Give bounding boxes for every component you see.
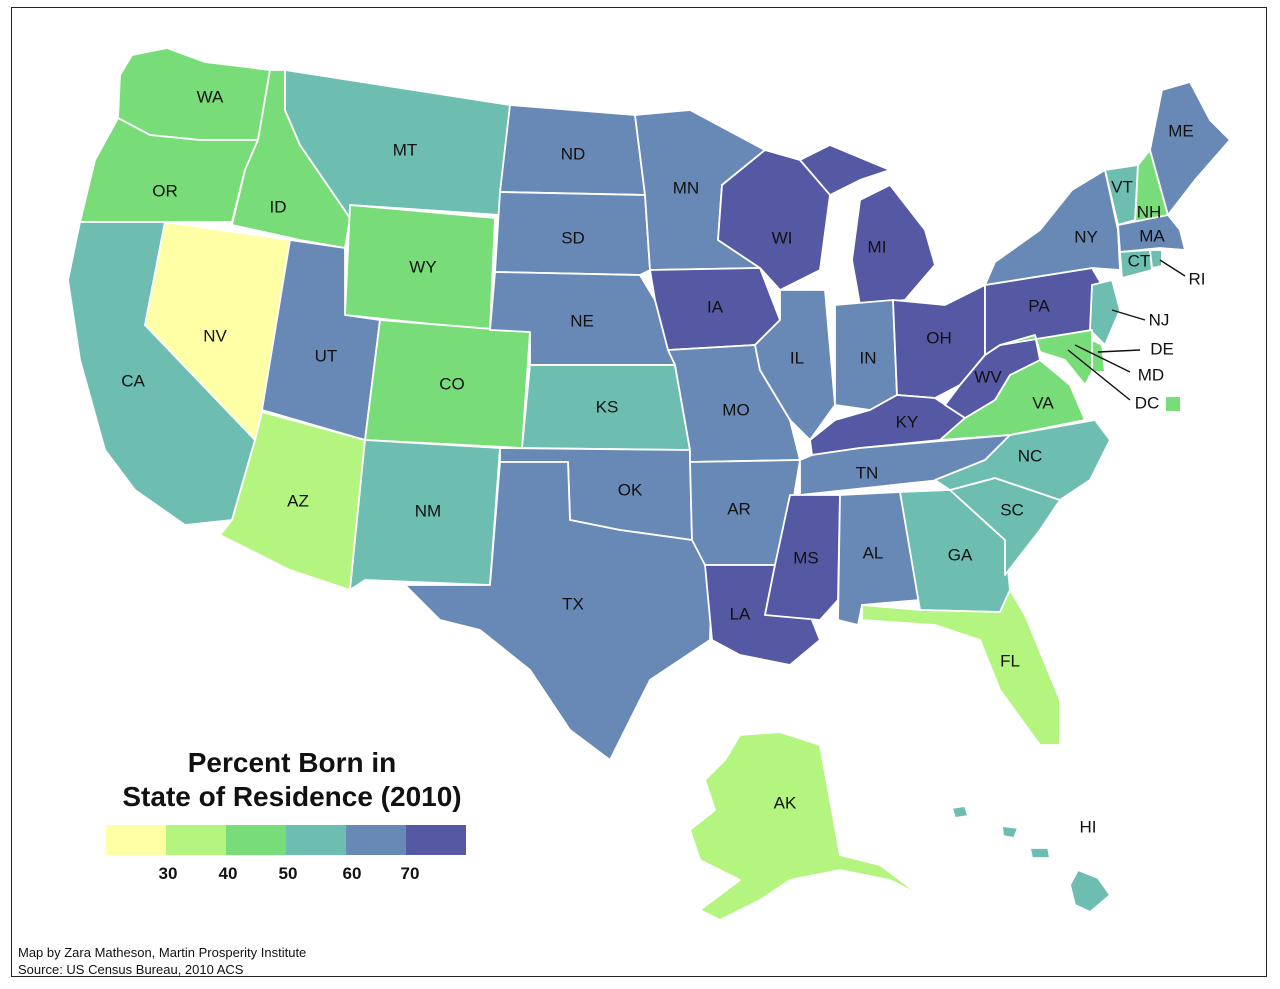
state-label-MD: MD xyxy=(1138,365,1164,384)
state-label-AZ: AZ xyxy=(287,491,309,510)
state-label-UT: UT xyxy=(315,346,338,365)
state-WA[interactable] xyxy=(117,47,271,141)
state-label-CA: CA xyxy=(121,371,145,390)
state-label-RI: RI xyxy=(1189,269,1206,288)
state-label-WA: WA xyxy=(197,87,224,106)
state-NJ[interactable] xyxy=(1089,279,1121,346)
state-SD[interactable] xyxy=(494,191,651,276)
state-label-TN: TN xyxy=(856,463,879,482)
state-AK[interactable] xyxy=(689,731,921,921)
state-CT[interactable] xyxy=(1119,249,1153,279)
state-label-IA: IA xyxy=(707,297,724,316)
legend-swatch-1 xyxy=(106,825,166,855)
state-label-IL: IL xyxy=(790,348,804,367)
figure-border xyxy=(11,7,1267,977)
legend-tick-60: 60 xyxy=(342,864,362,883)
legend-swatch-2 xyxy=(166,825,226,855)
legend-tick-70: 70 xyxy=(400,864,420,883)
state-NY[interactable] xyxy=(984,169,1121,286)
state-label-PA: PA xyxy=(1028,296,1050,315)
state-label-DE: DE xyxy=(1150,339,1174,358)
state-MI[interactable] xyxy=(851,184,936,306)
leader-line-nj xyxy=(1111,309,1146,321)
state-label-ND: ND xyxy=(561,144,586,163)
state-label-DC: DC xyxy=(1135,393,1160,412)
state-label-MT: MT xyxy=(393,140,418,159)
state-label-WV: WV xyxy=(974,367,1002,386)
leader-line-ri xyxy=(1159,259,1186,277)
state-MD[interactable] xyxy=(999,329,1093,386)
state-label-MI: MI xyxy=(868,237,887,256)
state-label-OH: OH xyxy=(926,328,952,347)
state-label-CO: CO xyxy=(439,374,465,393)
state-NM[interactable] xyxy=(349,439,501,591)
state-label-MN: MN xyxy=(673,178,699,197)
state-label-OK: OK xyxy=(618,480,643,499)
state-label-GA: GA xyxy=(948,545,973,564)
legend-title-line-1: Percent Born in xyxy=(187,747,397,778)
credit-source: Source: US Census Bureau, 2010 ACS xyxy=(18,962,244,977)
credit-author: Map by Zara Matheson, Martin Prosperity … xyxy=(18,945,307,960)
legend-tick-50: 50 xyxy=(278,864,298,883)
leader-line-md xyxy=(1074,344,1131,373)
state-label-NV: NV xyxy=(203,326,227,345)
state-label-AL: AL xyxy=(863,543,884,562)
legend-title-line-2: State of Residence (2010) xyxy=(122,781,462,812)
state-label-ID: ID xyxy=(270,197,287,216)
state-label-NY: NY xyxy=(1074,227,1098,246)
state-RI[interactable] xyxy=(1149,249,1163,269)
legend-tick-40: 40 xyxy=(218,864,238,883)
state-label-SD: SD xyxy=(561,228,585,247)
state-HI-1[interactable] xyxy=(951,805,969,819)
state-label-AR: AR xyxy=(727,499,751,518)
state-label-VA: VA xyxy=(1032,393,1054,412)
legend-title: Percent Born in State of Residence (2010… xyxy=(92,746,492,814)
state-label-NC: NC xyxy=(1018,446,1043,465)
state-HI-3[interactable] xyxy=(1029,847,1051,859)
state-label-KS: KS xyxy=(596,397,619,416)
state-label-NH: NH xyxy=(1137,202,1162,221)
state-MI-up[interactable] xyxy=(799,144,891,196)
state-ME[interactable] xyxy=(1149,81,1231,216)
state-HI-4[interactable] xyxy=(1069,869,1111,913)
state-label-OR: OR xyxy=(152,181,178,200)
state-DC-swatch[interactable] xyxy=(1166,397,1180,411)
state-label-KY: KY xyxy=(896,412,919,431)
state-HI-2[interactable] xyxy=(1001,825,1019,839)
state-label-CT: CT xyxy=(1128,251,1151,270)
state-label-ME: ME xyxy=(1168,121,1194,140)
legend-swatch-5 xyxy=(346,825,406,855)
legend-swatch-6 xyxy=(406,825,466,855)
state-label-LA: LA xyxy=(730,604,751,623)
state-label-NE: NE xyxy=(570,311,594,330)
state-label-SC: SC xyxy=(1000,500,1024,519)
state-label-MS: MS xyxy=(793,548,819,567)
state-label-FL: FL xyxy=(1000,651,1020,670)
state-NC[interactable] xyxy=(934,419,1111,501)
credits: Map by Zara Matheson, Martin Prosperity … xyxy=(18,944,306,978)
state-FL[interactable] xyxy=(861,589,1061,746)
state-label-WY: WY xyxy=(409,257,436,276)
state-label-VT: VT xyxy=(1111,177,1133,196)
leader-line-dc xyxy=(1067,349,1131,401)
state-label-NM: NM xyxy=(415,501,441,520)
state-label-IN: IN xyxy=(860,348,877,367)
state-IL[interactable] xyxy=(754,289,836,441)
state-label-MO: MO xyxy=(722,400,749,419)
state-label-WI: WI xyxy=(772,228,793,247)
state-label-HI: HI xyxy=(1080,817,1097,836)
state-label-AK: AK xyxy=(774,793,797,812)
leader-line-de xyxy=(1097,349,1141,353)
state-label-MA: MA xyxy=(1139,226,1165,245)
legend-tick-30: 30 xyxy=(158,864,178,883)
legend-swatch-4 xyxy=(286,825,346,855)
legend-color-bar xyxy=(106,825,466,855)
state-label-TX: TX xyxy=(562,594,584,613)
state-TX[interactable] xyxy=(404,461,713,761)
legend-swatch-3 xyxy=(226,825,286,855)
state-label-NJ: NJ xyxy=(1149,310,1170,329)
